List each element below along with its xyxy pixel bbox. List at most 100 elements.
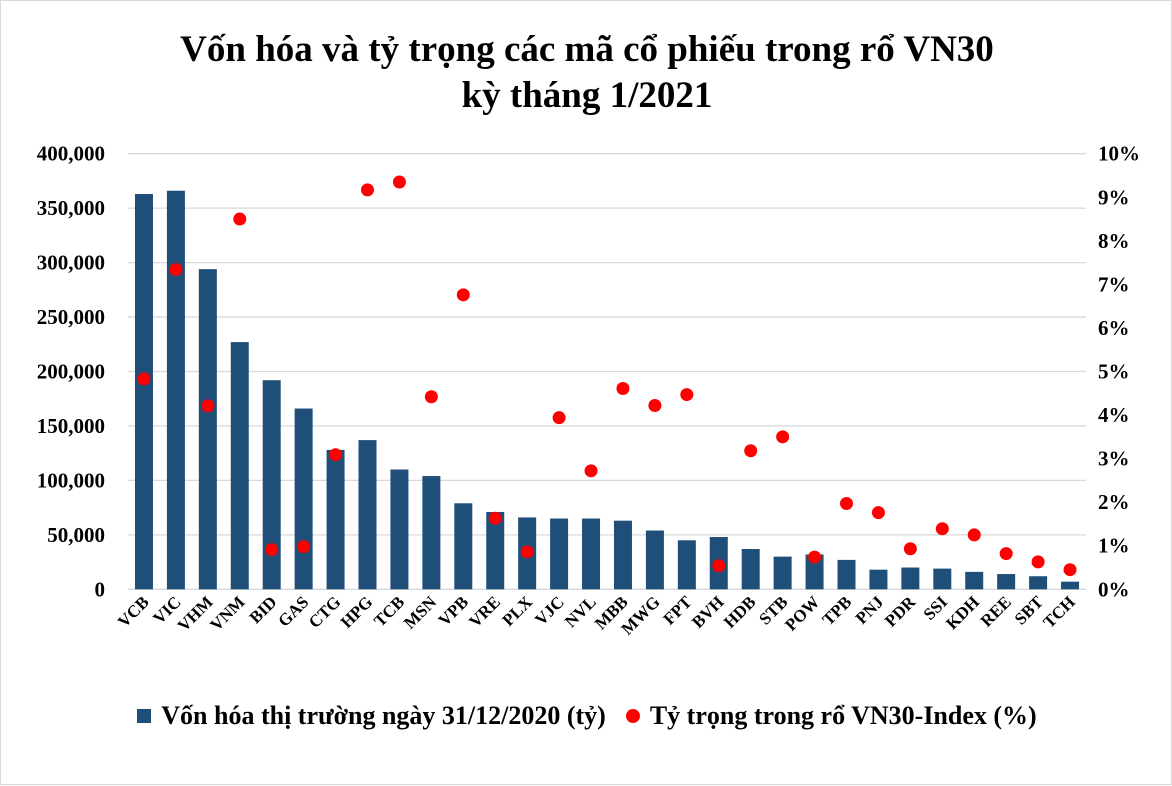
point-VPB xyxy=(456,288,470,302)
point-STB xyxy=(776,430,790,444)
bar-STB xyxy=(773,556,792,590)
point-POW xyxy=(808,550,822,564)
x-tick-label: FPT xyxy=(660,592,697,629)
right-tick-label: 6% xyxy=(1098,316,1130,340)
x-tick-label: REE xyxy=(977,592,1015,630)
legend-item-weight: Tỷ trọng trong rổ VN30-Index (%) xyxy=(625,701,1037,731)
x-tick-label: PNJ xyxy=(852,592,888,628)
x-tick-label: MSN xyxy=(400,592,441,633)
point-VNM xyxy=(233,212,247,226)
bar-REE xyxy=(997,574,1016,590)
right-tick-label: 5% xyxy=(1098,360,1130,384)
left-tick-label: 150,000 xyxy=(37,414,105,438)
chart-title: Vốn hóa và tỷ trọng các mã cổ phiếu tron… xyxy=(1,27,1172,119)
x-tick-label: TPB xyxy=(819,592,856,629)
bar-VRE xyxy=(486,511,505,590)
point-VJC xyxy=(552,411,566,425)
point-KDH xyxy=(967,528,981,542)
bar-VIC xyxy=(166,190,185,590)
legend-label-weight: Tỷ trọng trong rổ VN30-Index (%) xyxy=(649,701,1037,730)
left-tick-label: 0 xyxy=(95,577,106,601)
point-PNJ xyxy=(871,506,885,520)
bar-SSI xyxy=(933,568,952,590)
legend-swatch-bar xyxy=(137,709,152,723)
right-tick-label: 4% xyxy=(1098,403,1130,427)
right-tick-label: 10% xyxy=(1098,142,1140,166)
bar-HDB xyxy=(741,549,760,590)
point-REE xyxy=(999,547,1013,561)
x-tick-label: VPB xyxy=(435,592,472,629)
bar-VJC xyxy=(550,518,569,590)
point-MSN xyxy=(424,390,438,404)
point-BID xyxy=(265,543,279,557)
bar-TCH xyxy=(1061,581,1080,590)
x-tick-label: VCB xyxy=(114,592,153,631)
bar-MWG xyxy=(645,530,664,590)
x-tick-label: SBT xyxy=(1011,592,1048,629)
point-FPT xyxy=(680,388,694,402)
bar-PDR xyxy=(901,567,920,590)
bar-PNJ xyxy=(869,569,888,590)
x-tick-label: VJC xyxy=(531,592,568,629)
x-tick-label: TCB xyxy=(370,592,408,630)
x-tick-label: HPG xyxy=(337,592,376,631)
point-PLX xyxy=(520,545,534,559)
bar-NVL xyxy=(582,518,601,590)
bar-HPG xyxy=(358,440,377,590)
legend-swatch-dot xyxy=(625,709,640,723)
left-tick-label: 350,000 xyxy=(37,196,105,220)
right-tick-label: 7% xyxy=(1098,272,1130,296)
point-TCH xyxy=(1063,563,1077,577)
x-tick-label: GAS xyxy=(274,592,312,630)
x-tick-label: NVL xyxy=(561,592,600,631)
point-PDR xyxy=(903,542,917,556)
point-HPG xyxy=(361,183,374,197)
x-tick-label: PDR xyxy=(881,592,920,631)
x-tick-label: BID xyxy=(246,592,281,627)
right-tick-label: 3% xyxy=(1098,447,1130,471)
bar-TCB xyxy=(390,469,409,590)
bar-SBT xyxy=(1029,576,1048,590)
point-VIC xyxy=(169,263,183,277)
x-tick-label: VNM xyxy=(206,592,248,634)
bar-BID xyxy=(262,380,281,590)
bar-GAS xyxy=(294,408,313,590)
x-tick-label: TCH xyxy=(1039,592,1078,631)
point-NVL xyxy=(584,464,598,478)
bar-CTG xyxy=(326,449,345,590)
bar-VPB xyxy=(454,503,473,590)
x-tick-label: VRE xyxy=(465,592,504,631)
x-tick-label: BVH xyxy=(688,592,727,631)
bar-VNM xyxy=(230,342,249,590)
x-tick-label: VHM xyxy=(174,592,217,635)
bar-MBB xyxy=(613,520,632,590)
point-VRE xyxy=(488,511,502,525)
x-tick-label: HDB xyxy=(720,592,759,631)
point-TPB xyxy=(840,496,853,510)
right-tick-label: 9% xyxy=(1098,185,1130,209)
point-SSI xyxy=(935,522,949,536)
point-MBB xyxy=(616,381,630,395)
right-tick-label: 0% xyxy=(1098,577,1130,601)
x-tick-label: CTG xyxy=(305,592,344,631)
bar-KDH xyxy=(965,571,984,590)
x-tick-label: POW xyxy=(781,592,823,634)
point-VCB xyxy=(137,372,151,386)
x-tick-label: KDH xyxy=(942,592,983,633)
right-tick-label: 1% xyxy=(1098,534,1130,558)
point-HDB xyxy=(744,444,758,458)
bar-TPB xyxy=(837,559,856,590)
x-tick-label: PLX xyxy=(499,592,537,630)
point-VHM xyxy=(201,399,215,413)
point-GAS xyxy=(297,540,311,554)
legend: Vốn hóa thị trường ngày 31/12/2020 (tỷ) … xyxy=(1,701,1172,731)
bar-MSN xyxy=(422,476,441,590)
chart-title-line2: kỳ tháng 1/2021 xyxy=(461,75,713,116)
left-tick-label: 50,000 xyxy=(47,523,105,547)
bar-POW xyxy=(805,554,824,590)
bar-FPT xyxy=(677,540,696,590)
left-tick-label: 300,000 xyxy=(37,251,105,275)
point-TCB xyxy=(392,175,406,189)
